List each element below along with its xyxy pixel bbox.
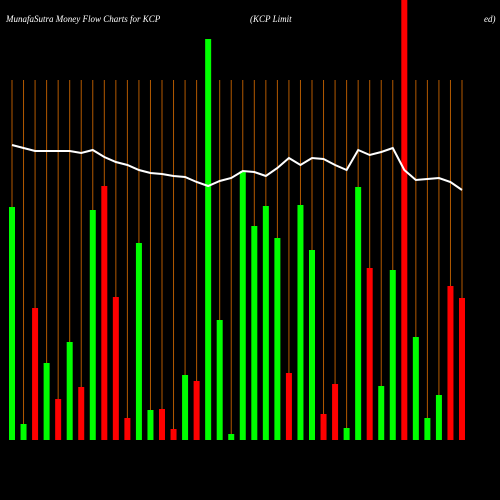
bar — [459, 298, 465, 440]
chart-title: MunafaSutra Money Flow Charts for KCP — [5, 14, 161, 24]
bar — [378, 386, 385, 440]
bar — [389, 270, 396, 440]
bar — [135, 243, 142, 440]
bar — [205, 39, 212, 440]
bar — [78, 387, 85, 440]
bar — [447, 286, 454, 440]
bar — [435, 395, 442, 440]
money-flow-line — [11, 144, 463, 191]
bar — [43, 363, 50, 440]
bar — [55, 399, 62, 440]
bar — [193, 381, 200, 440]
bar — [424, 418, 431, 440]
bar — [101, 186, 108, 440]
bar — [309, 250, 315, 440]
bar — [216, 320, 223, 440]
bar — [112, 297, 119, 440]
bar — [332, 384, 339, 440]
bar — [170, 429, 177, 440]
bar — [182, 375, 189, 440]
chart-subtitle-end: ed) — [484, 14, 496, 24]
bar — [228, 434, 235, 440]
bar — [320, 414, 327, 440]
bar — [66, 342, 73, 440]
bar — [262, 206, 269, 440]
bar — [412, 337, 419, 440]
bar — [9, 207, 15, 440]
bar — [32, 308, 39, 440]
bar — [89, 210, 96, 440]
bar — [147, 410, 154, 440]
bar — [355, 187, 362, 440]
bar — [251, 226, 258, 440]
bar — [285, 373, 292, 440]
plot-area — [9, 0, 465, 440]
chart-subtitle: (KCP Limit — [250, 14, 292, 24]
bar — [401, 0, 408, 440]
bar — [20, 424, 27, 440]
bar — [343, 428, 350, 440]
bar — [297, 205, 304, 440]
bar — [366, 268, 373, 440]
bar — [124, 418, 131, 440]
bar — [239, 171, 246, 440]
bar — [159, 409, 165, 440]
bar — [274, 238, 281, 440]
